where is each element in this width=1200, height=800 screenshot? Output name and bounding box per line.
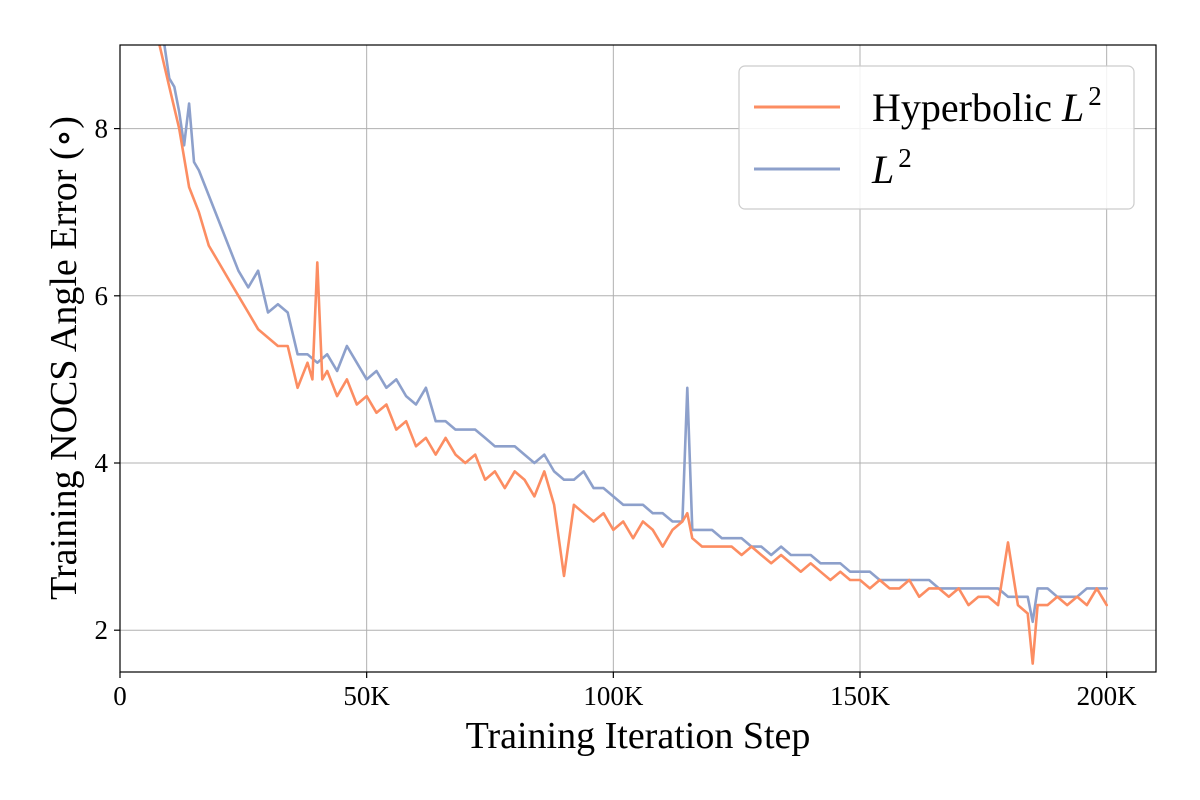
y-tick-label: 8	[95, 114, 109, 144]
plot-frame	[119, 44, 1157, 673]
y-tick-label: 6	[95, 281, 109, 311]
x-tick-label: 200K	[1077, 681, 1138, 711]
x-axis-ticks: 0 50K 100K 150K 200K	[113, 672, 1137, 711]
x-tick-label: 0	[113, 681, 127, 711]
legend-items: Hyperbolic L 2 L 2	[754, 81, 1102, 192]
series-lines	[158, 45, 1108, 665]
y-axis-title: Training NOCS Angle Error (∘)	[43, 116, 85, 600]
x-tick-label: 50K	[343, 681, 390, 711]
y-tick-label: 2	[95, 615, 109, 645]
series-line-l-	[163, 45, 1108, 624]
legend: Hyperbolic L 2 L 2	[738, 65, 1135, 210]
y-tick-label: 4	[95, 448, 109, 478]
x-axis-title: Training Iteration Step	[466, 715, 811, 757]
x-tick-label: 150K	[830, 681, 891, 711]
y-axis-ticks: 2 4 6 8	[95, 114, 120, 645]
series-line-hyperbolic-l-	[158, 45, 1108, 665]
legend-box	[738, 65, 1135, 210]
x-tick-label: 100K	[583, 681, 644, 711]
